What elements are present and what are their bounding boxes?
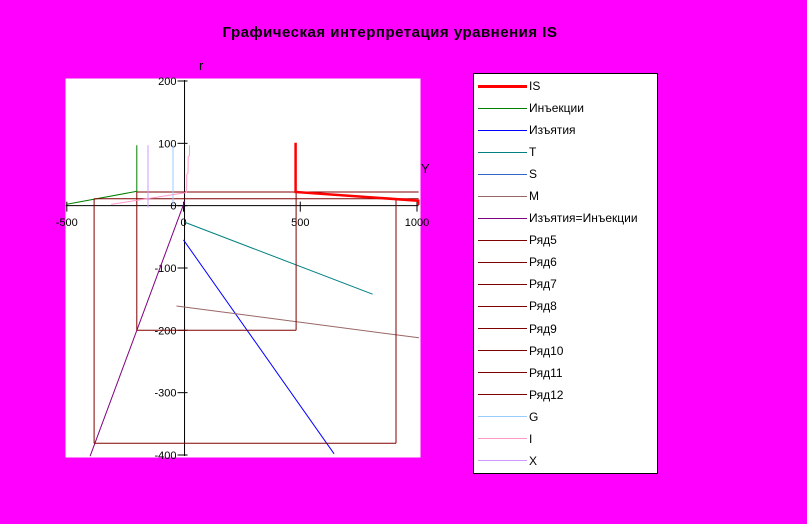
legend-key-line <box>478 305 527 307</box>
y-tick-label: 0 <box>170 201 176 213</box>
legend-key-line <box>478 394 527 396</box>
legend-item-18: X <box>474 450 657 471</box>
legend-key-line <box>478 173 527 175</box>
legend-label: Изъятия=Инъекции <box>529 211 638 226</box>
series-line-6 <box>176 305 419 339</box>
legend-item-13: Ряд10 <box>474 340 657 361</box>
series-line-1 <box>294 142 420 205</box>
legend-label: M <box>529 189 539 204</box>
y-tick-label: -200 <box>155 325 177 337</box>
series-line-7 <box>89 201 186 457</box>
legend-key-line <box>478 416 527 418</box>
y-tick-label: 100 <box>158 138 176 150</box>
y-tick-label: -300 <box>155 388 177 400</box>
legend-label: Инъекции <box>529 101 584 116</box>
x-tick-label: 500 <box>291 217 309 229</box>
legend-key-line <box>478 195 527 197</box>
series-line-3 <box>183 239 335 455</box>
series-line-17 <box>111 145 191 205</box>
plot-area <box>65 78 421 458</box>
legend-key-line <box>478 438 527 440</box>
legend-item-4: T <box>474 142 657 163</box>
legend-item-11: Ряд8 <box>474 296 657 317</box>
legend-label: Изъятия <box>529 123 576 138</box>
legend-label: Ряд12 <box>529 387 564 402</box>
series-line-2 <box>66 145 138 205</box>
legend-label: Ряд9 <box>529 321 557 336</box>
legend-label: T <box>529 145 537 160</box>
y-tick-label: 200 <box>158 76 176 88</box>
chart-title: Графическая интерпретация уравнения IS <box>222 24 558 41</box>
legend-label: Ряд11 <box>529 365 563 380</box>
legend-item-12: Ряд9 <box>474 318 657 339</box>
legend-item-7: Изъятия=Инъекции <box>474 208 657 229</box>
y-tick-label: -400 <box>155 450 177 462</box>
legend-item-5: S <box>474 164 657 185</box>
x-tick-label: 1000 <box>405 217 429 229</box>
legend-item-2: Инъекции <box>474 98 657 119</box>
legend-label: Ряд7 <box>529 277 557 292</box>
legend-key-line <box>478 283 527 285</box>
legend-item-14: Ряд11 <box>474 362 657 383</box>
legend-label: IS <box>529 79 541 94</box>
legend-item-16: G <box>474 406 657 427</box>
y-axis-title: r <box>199 58 204 73</box>
legend-key-line <box>478 129 527 131</box>
legend-key-line <box>478 350 527 352</box>
legend: IS Инъекции Изъятия T S M Изъятия=Инъекции Ряд5… <box>473 73 658 474</box>
legend-label: Ряд8 <box>529 299 557 314</box>
legend-key-line <box>478 151 527 153</box>
legend-item-15: Ряд12 <box>474 384 657 405</box>
legend-key-line <box>478 460 527 462</box>
legend-key-line <box>478 372 527 374</box>
legend-item-1: IS <box>474 76 657 97</box>
legend-label: Ряд6 <box>529 255 557 270</box>
legend-key-line <box>478 217 527 219</box>
legend-item-10: Ряд7 <box>474 274 657 295</box>
x-tick-label: 0 <box>180 217 186 229</box>
x-axis-title: Y <box>421 161 430 176</box>
legend-label: Ряд5 <box>529 233 557 248</box>
legend-item-3: Изъятия <box>474 120 657 141</box>
legend-key-line <box>478 239 527 241</box>
legend-key-line <box>478 328 527 330</box>
legend-item-8: Ряд5 <box>474 230 657 251</box>
x-tick-label: -500 <box>56 217 78 229</box>
legend-key-line <box>478 84 527 88</box>
legend-item-9: Ряд6 <box>474 252 657 273</box>
series-line-4 <box>185 222 373 295</box>
legend-label: Ряд10 <box>529 343 564 358</box>
legend-label: S <box>529 167 538 182</box>
legend-item-6: M <box>474 186 657 207</box>
y-tick-label: -100 <box>155 263 177 275</box>
legend-item-17: I <box>474 428 657 449</box>
legend-key-line <box>478 261 527 263</box>
legend-key-line <box>478 107 527 109</box>
legend-label: X <box>529 453 538 468</box>
legend-label: I <box>529 431 533 446</box>
legend-label: G <box>529 409 539 424</box>
